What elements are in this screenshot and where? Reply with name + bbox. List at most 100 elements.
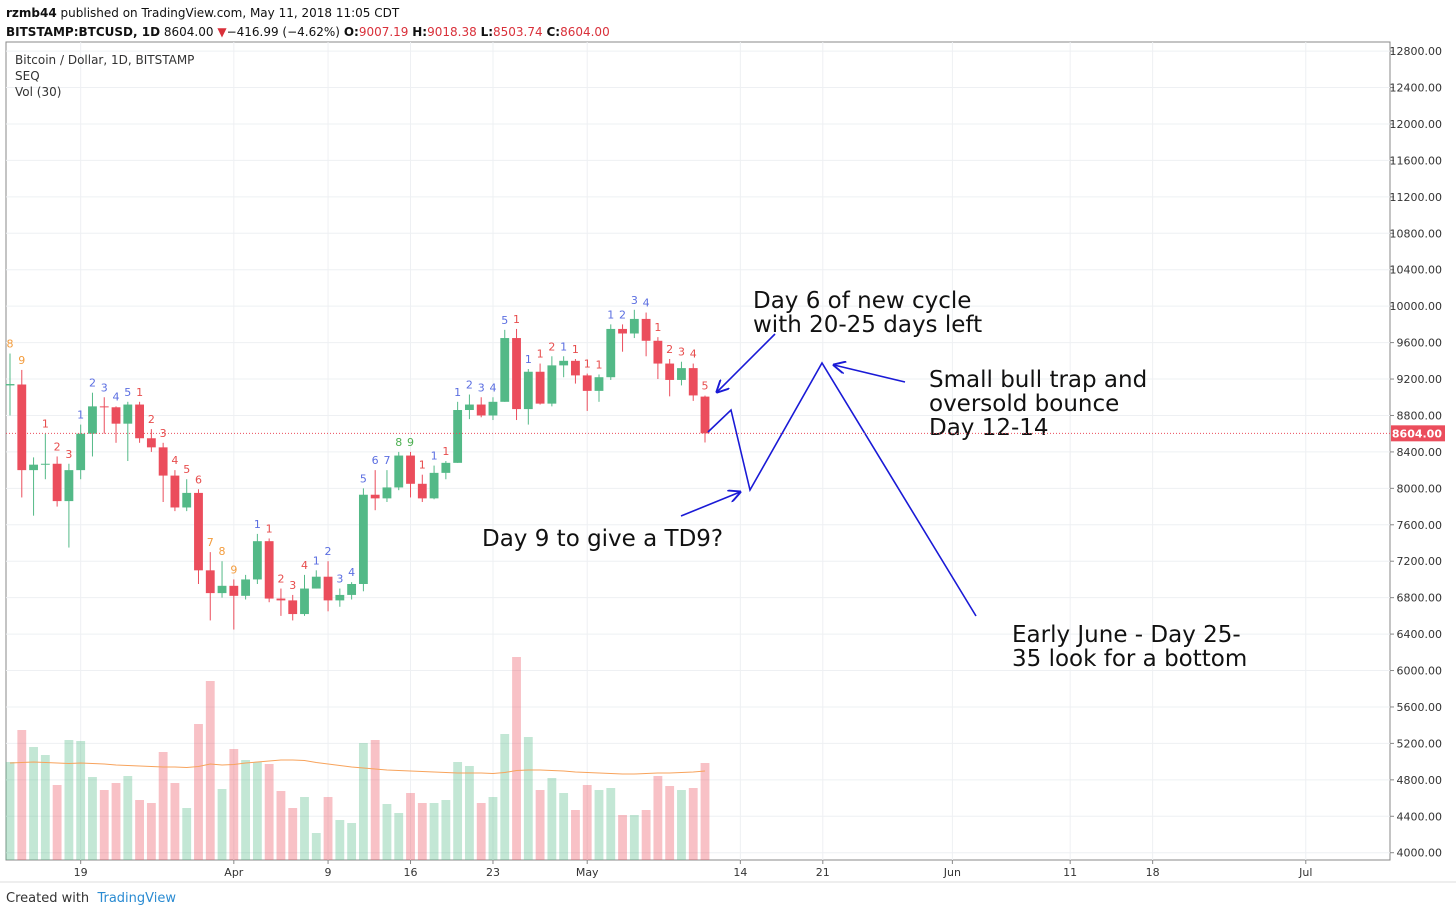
candle-body [17,384,27,471]
candle-body [441,462,451,473]
seq-label: 1 [584,358,591,371]
seq-label: 6 [195,473,202,486]
volume-bar [205,681,215,860]
candle-body [394,455,404,488]
c: 8604.00 [560,25,610,39]
y-tick-label: 9200.00 [1397,373,1443,386]
plot-frame [5,41,1391,861]
volume-bar [523,737,533,860]
candle-body [665,363,675,380]
volume-bar [300,797,309,860]
arrow: ▼ [217,25,227,39]
seq-label: 4 [171,454,178,467]
volume-bar [123,776,133,860]
candle-body [370,494,380,499]
candle-body [500,338,510,402]
volume-bar [464,766,474,860]
last: 8604.00 [163,25,214,39]
brand[interactable]: TradingView [97,891,176,906]
candle-body [205,570,215,594]
volume-bar [276,791,286,860]
candle-body [594,377,604,391]
l-label: L: [480,25,494,39]
seq-label: 2 [619,308,626,321]
volume-bar [40,755,50,860]
candle-body [29,464,38,471]
seq-label: 3 [289,579,296,592]
h: 9018.38 [427,25,477,39]
volume-bar [618,815,627,860]
y-tick-label: 8800.00 [1397,409,1443,422]
y-tick-label: 10400.00 [1390,264,1443,277]
volume-bar [559,793,569,860]
volume-bar [382,804,392,860]
seq-label: 5 [183,463,190,476]
volume-bar [347,823,357,860]
y-tick-label: 12400.00 [1390,82,1443,95]
volume-bar [370,740,380,860]
candle-body [464,404,474,411]
candle-body [688,368,698,396]
x-tick-label: 9 [325,866,332,879]
volume-bar [453,762,463,860]
seq-label: 1 [595,358,602,371]
published: published on TradingView.com, May 11, 20… [60,6,400,20]
seq-label: 8 [219,545,226,558]
volume-bar [135,800,144,860]
candle-body [99,406,109,408]
candle-body [571,360,580,376]
volume-bar [653,776,663,860]
legend: Bitcoin / Dollar, 1D, BITSTAMP SEQ Vol (… [15,52,194,100]
volume-bar [52,785,62,860]
seq-label: 1 [607,308,614,321]
candle-body [559,360,569,366]
volume-bar [429,803,439,860]
seq-label: 5 [124,386,131,399]
seq-label: 1 [254,518,261,531]
volume-bar [194,724,203,860]
x-tick-label: Apr [224,866,244,879]
y-tick-label: 8400.00 [1397,446,1443,459]
candle-body [582,375,592,391]
annotation: Day 6 of new cycle [753,288,971,314]
seq-label: 1 [136,386,143,399]
annotation: Small bull trap and [929,367,1147,393]
candle-body [182,492,192,508]
seq-label: 1 [442,445,449,458]
annotation: Day 9 to give a TD9? [482,526,723,552]
seq-label: 3 [678,346,685,359]
candle-body [358,494,368,584]
y-tick-label: 4400.00 [1397,810,1443,823]
seq-label: 1 [525,353,532,366]
seq-label: 2 [148,413,155,426]
seq-label: 7 [207,536,214,549]
seq-label: 4 [489,381,496,394]
candle-body [700,396,710,434]
volume-bar [29,747,38,860]
candle-body [111,407,121,424]
volume-bar [594,790,604,860]
seq-label: 4 [113,390,120,403]
seq-label: 9 [18,354,25,367]
seq-label: 3 [336,573,343,586]
seq-label: 1 [419,459,426,472]
volume-bar [606,788,616,860]
candle-body [382,487,392,499]
candle-body [229,585,239,596]
volume-bar [665,786,675,860]
candle-body [488,401,498,416]
volume-bar [264,764,274,860]
volume-bar [571,810,580,860]
seq-label: 2 [666,343,673,356]
change: −416.99 (−4.62%) [226,25,340,39]
candle-body [476,404,486,416]
volume-ma [9,759,706,775]
seq-label: 2 [466,379,473,392]
y-tick-label: 8000.00 [1397,482,1443,495]
x-tick-label: 23 [486,866,500,879]
x-tick-label: 11 [1063,866,1077,879]
volume-bar [512,657,521,860]
y-tick-label: 6800.00 [1397,592,1443,605]
